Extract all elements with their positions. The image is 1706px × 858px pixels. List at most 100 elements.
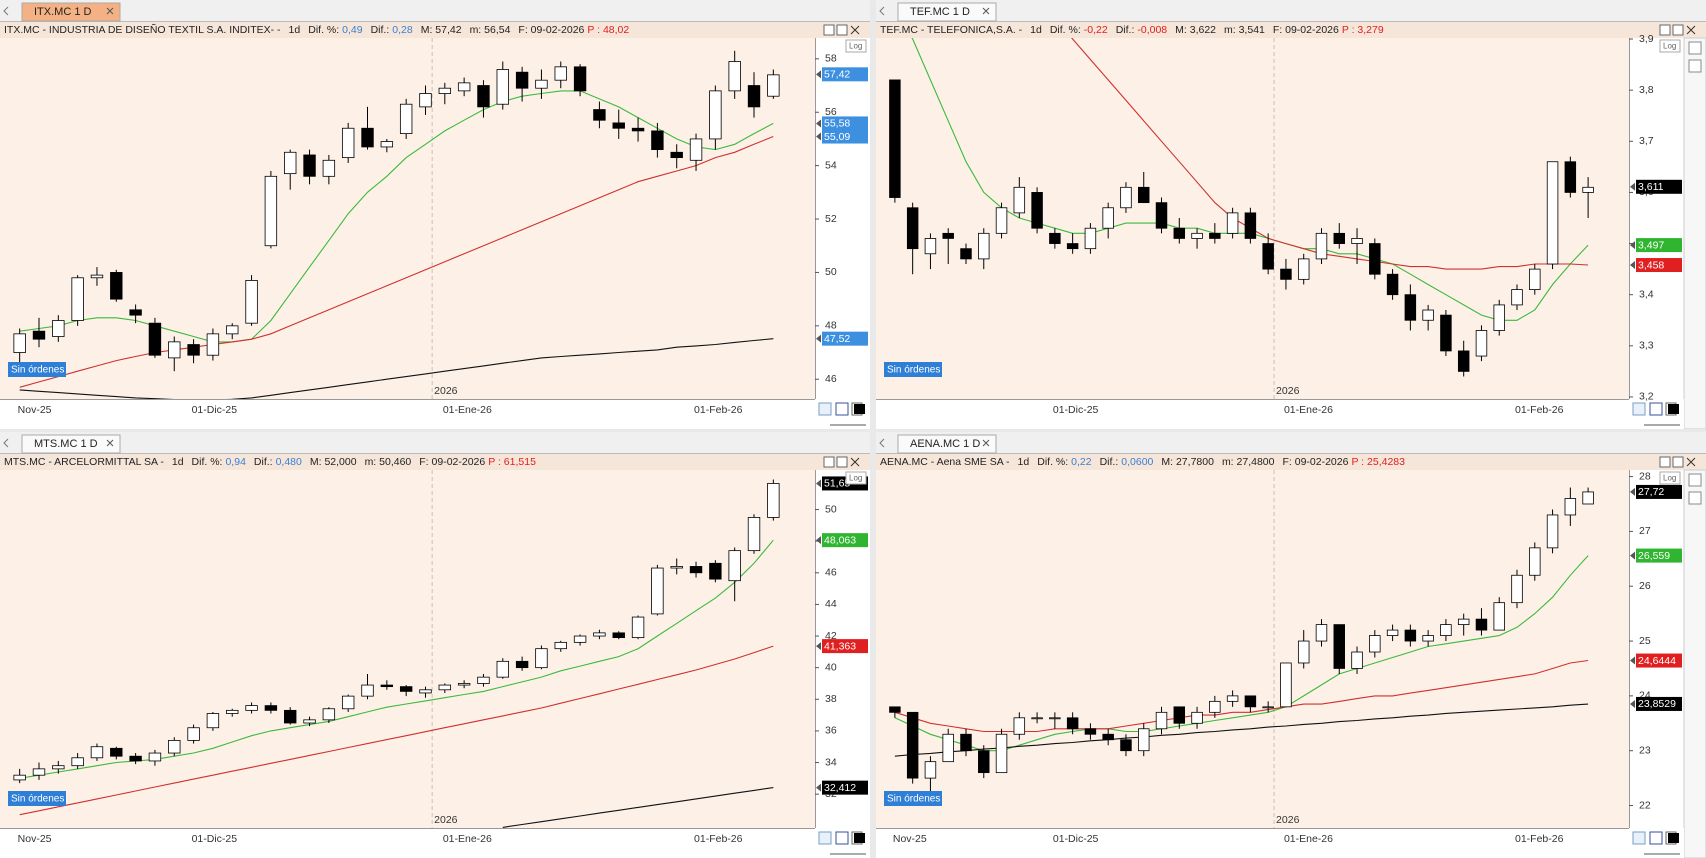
candle-body: [187, 727, 200, 741]
header-value: 0,28: [392, 24, 413, 36]
header-field: M: 27,7800: [1161, 456, 1214, 468]
price-tag-label: 48,063: [824, 534, 856, 546]
candle-body: [631, 127, 645, 132]
maximize-button[interactable]: [1672, 24, 1684, 36]
candle-body: [496, 660, 509, 678]
x-tick-label: 01-Dic-25: [1053, 404, 1099, 416]
save-button[interactable]: [1649, 831, 1663, 845]
close-button[interactable]: [1686, 457, 1696, 467]
candle-body: [168, 739, 181, 754]
candle-body: [1084, 728, 1097, 735]
candle-body: [187, 344, 200, 356]
tool-button[interactable]: [1632, 402, 1646, 416]
candle-body: [1226, 695, 1239, 702]
candle-body: [322, 708, 336, 721]
save-button[interactable]: [835, 402, 849, 416]
tool-button[interactable]: [1632, 831, 1646, 845]
header-field: Dif.:: [254, 456, 273, 468]
close-button[interactable]: [850, 25, 860, 35]
log-button[interactable]: [1659, 471, 1681, 485]
tab-arrow: [3, 438, 9, 448]
candle-body: [1422, 635, 1434, 642]
log-button-label: Log: [849, 42, 862, 51]
candle-body: [573, 66, 587, 92]
minimize-button[interactable]: [1659, 456, 1671, 468]
header-field: 1d: [172, 456, 184, 468]
price-tag-arrow: [816, 132, 821, 141]
candle-body: [1013, 186, 1026, 214]
candle-body: [593, 632, 606, 637]
save-button[interactable]: [835, 831, 849, 845]
year-label: 2026: [434, 385, 458, 397]
color-button[interactable]: [1668, 833, 1679, 843]
side-box[interactable]: [1688, 473, 1702, 487]
candle-body: [1262, 706, 1274, 709]
color-button[interactable]: [1668, 404, 1679, 414]
tab-close[interactable]: [106, 439, 114, 447]
close-button[interactable]: [1686, 25, 1696, 35]
log-button[interactable]: [845, 471, 867, 485]
candle-body: [341, 127, 355, 159]
candle-body: [728, 550, 741, 582]
average-line: [19, 645, 774, 816]
tab-close[interactable]: [982, 439, 990, 447]
x-tick-label: 01-Ene-26: [443, 833, 492, 845]
header-field: m: 3,541: [1224, 24, 1265, 36]
candle-body: [1546, 514, 1559, 549]
tool-button[interactable]: [818, 402, 832, 416]
candle-body: [1297, 640, 1310, 664]
candle-body: [747, 517, 761, 552]
side-box[interactable]: [1688, 59, 1702, 73]
log-button[interactable]: [1659, 39, 1681, 53]
x-tick-label: 01-Dic-25: [192, 833, 238, 845]
header-field: Dif. %:: [1050, 24, 1081, 36]
color-button[interactable]: [854, 833, 865, 843]
tab[interactable]: [21, 434, 121, 454]
color-button[interactable]: [854, 404, 865, 414]
tab-close[interactable]: [106, 7, 114, 15]
candle-body: [1013, 717, 1026, 735]
candle-body: [1066, 243, 1079, 250]
x-tick-label: 01-Dic-25: [1053, 833, 1099, 845]
header-field: F: 09-02-2026: [419, 456, 485, 468]
tab-strip: [876, 432, 1706, 454]
candle-body: [942, 232, 954, 239]
side-box[interactable]: [1688, 41, 1702, 55]
tab[interactable]: [897, 434, 997, 454]
price-tag: [1636, 484, 1682, 499]
maximize-button[interactable]: [836, 456, 848, 468]
minimize-button[interactable]: [823, 456, 835, 468]
tab[interactable]: [21, 2, 121, 22]
tool-button[interactable]: [818, 831, 832, 845]
x-tick-label: Nov-25: [18, 404, 52, 416]
candle-body: [767, 74, 780, 97]
candle-body: [129, 755, 142, 762]
candle-body: [960, 733, 972, 752]
candle-body: [1493, 304, 1505, 331]
price-tag: [1636, 179, 1682, 194]
minimize-button[interactable]: [1659, 24, 1671, 36]
maximize-button[interactable]: [1672, 456, 1684, 468]
plot-area: [0, 470, 815, 828]
candle-body: [380, 141, 394, 148]
close-button[interactable]: [850, 457, 860, 467]
candle-body: [1155, 202, 1168, 229]
tab-close[interactable]: [982, 7, 990, 15]
header-field: Dif. %:: [308, 24, 339, 36]
average-line: [894, 555, 1589, 752]
log-button[interactable]: [845, 39, 867, 53]
candle-body: [709, 562, 722, 580]
x-tick-label: 01-Feb-26: [694, 404, 743, 416]
minimize-button[interactable]: [823, 24, 835, 36]
plot-content: [13, 50, 780, 399]
tab[interactable]: [897, 2, 997, 22]
save-button[interactable]: [1649, 402, 1663, 416]
maximize-button[interactable]: [836, 24, 848, 36]
candle-body: [1173, 706, 1186, 724]
chart-panel: ITX.MC 1 D ITX.MC - INDUSTRIA DE DISEÑO T…: [0, 0, 870, 429]
side-box[interactable]: [1688, 491, 1702, 505]
candle-body: [1138, 186, 1150, 204]
header-field: Dif.:: [1100, 456, 1119, 468]
price-tag-arrow: [1630, 656, 1635, 665]
log-button-label: Log: [849, 474, 862, 483]
